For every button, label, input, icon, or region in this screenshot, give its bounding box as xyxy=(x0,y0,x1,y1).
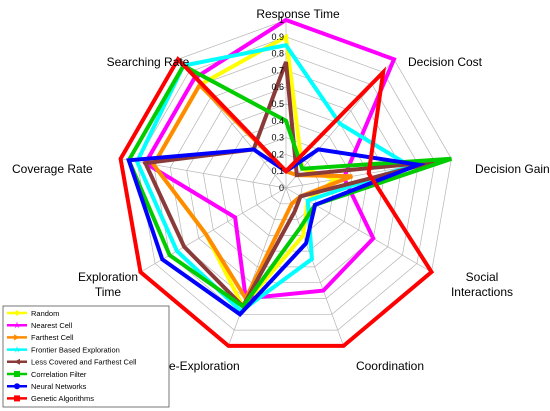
svg-text:Re-Exploration: Re-Exploration xyxy=(160,359,239,373)
legend-marker-square xyxy=(14,395,20,402)
series-neural-networks xyxy=(126,147,427,317)
legend-marker-triangle xyxy=(14,334,20,341)
legend-marker-arrow xyxy=(14,358,20,365)
axis-label-searching-rate: Searching Rate xyxy=(107,55,190,69)
legend-item-frontier-based-exploration: Frontier Based Exploration xyxy=(7,345,120,354)
series-frontier-based-exploration xyxy=(134,42,415,314)
tick-label: 0.1 xyxy=(271,166,284,176)
legend: Random Nearest Cell Farthest Cell Frontier … xyxy=(2,305,170,408)
axis-label-decision-cost: Decision Cost xyxy=(408,55,483,69)
legend-marker-circle xyxy=(14,383,20,390)
tick-label: 0.4 xyxy=(271,116,284,126)
legend-item-correlation-filter: Correlation Filter xyxy=(7,370,87,379)
tick-label: 0.3 xyxy=(271,133,284,143)
series-less-covered-and-farthest-cell xyxy=(142,61,436,310)
tick-label: 0.9 xyxy=(271,32,284,42)
svg-text:Coverage Rate: Coverage Rate xyxy=(12,162,93,176)
tick-label: 0.7 xyxy=(271,65,284,75)
axis-label-response-time: Response Time xyxy=(256,7,340,21)
legend-marker-star xyxy=(13,345,21,353)
svg-text:Searching Rate: Searching Rate xyxy=(107,55,190,69)
svg-text:Exploration: Exploration xyxy=(78,270,138,284)
legend-label: Neural Networks xyxy=(31,382,87,391)
radial-tick-labels: 0 0.1 0.2 0.3 0.4 0.5 0.6 0.7 0.8 0.9 1 xyxy=(271,15,284,193)
legend-label: Random xyxy=(31,309,59,318)
legend-label: Genetic Algorithms xyxy=(31,394,94,403)
legend-marker-diamond xyxy=(14,310,20,316)
axis-label-re-exploration: Re-Exploration xyxy=(160,359,239,373)
series-farthest-cell xyxy=(151,81,353,303)
svg-text:Time: Time xyxy=(95,285,122,299)
legend-label: Frontier Based Exploration xyxy=(31,345,120,354)
svg-text:Response Time: Response Time xyxy=(256,7,340,21)
grid-ring xyxy=(219,120,353,252)
axis-label-coverage-rate: Coverage Rate xyxy=(12,162,93,176)
spoke-re-exploration xyxy=(228,187,287,347)
radar-series xyxy=(118,17,453,348)
legend-item-neural-networks: Neural Networks xyxy=(7,382,87,391)
legend-frame xyxy=(2,305,170,408)
legend-item-nearest-cell: Nearest Cell xyxy=(7,321,73,330)
legend-marker-star xyxy=(13,321,21,329)
legend-item-farthest-cell: Farthest Cell xyxy=(7,333,74,342)
tick-label: 0.8 xyxy=(271,49,284,59)
legend-label: Farthest Cell xyxy=(31,333,74,342)
series-genetic-algorithms xyxy=(118,56,435,348)
grid-ring xyxy=(169,70,403,299)
svg-text:Decision Gain: Decision Gain xyxy=(475,162,550,176)
legend-item-less-covered-and-farthest-cell: Less Covered and Farthest Cell xyxy=(7,358,137,367)
axis-label-decision-gain: Decision Gain xyxy=(475,162,550,176)
svg-text:Interactions: Interactions xyxy=(451,285,513,299)
axis-labels: Response Time Decision Cost Decision Gain S… xyxy=(12,7,550,373)
legend-label: Less Covered and Farthest Cell xyxy=(31,358,137,367)
legend-label: Correlation Filter xyxy=(31,370,87,379)
grid-ring xyxy=(236,137,336,236)
axis-label-coordination: Coordination xyxy=(356,359,424,373)
svg-text:Social: Social xyxy=(466,270,499,284)
tick-label: 0.5 xyxy=(271,99,284,109)
legend-item-random: Random xyxy=(7,309,59,318)
legend-label: Nearest Cell xyxy=(31,321,73,330)
grid-ring xyxy=(269,170,303,205)
spoke-exploration-time xyxy=(140,187,287,273)
tick-label: 0.6 xyxy=(271,82,284,92)
spoke-coordination xyxy=(285,187,344,347)
legend-marker-square xyxy=(14,371,20,377)
grid-ring xyxy=(136,36,436,331)
svg-text:Decision Cost: Decision Cost xyxy=(408,55,483,69)
series-correlation-filter xyxy=(126,63,453,310)
spoke-social-interactions xyxy=(285,187,432,273)
series-nearest-cell xyxy=(142,17,397,301)
tick-label: 0 xyxy=(279,183,284,193)
legend-item-genetic-algorithms: Genetic Algorithms xyxy=(7,394,94,403)
svg-text:Coordination: Coordination xyxy=(356,359,424,373)
tick-label: 0.2 xyxy=(271,149,284,159)
tick-label: 1 xyxy=(279,15,284,25)
